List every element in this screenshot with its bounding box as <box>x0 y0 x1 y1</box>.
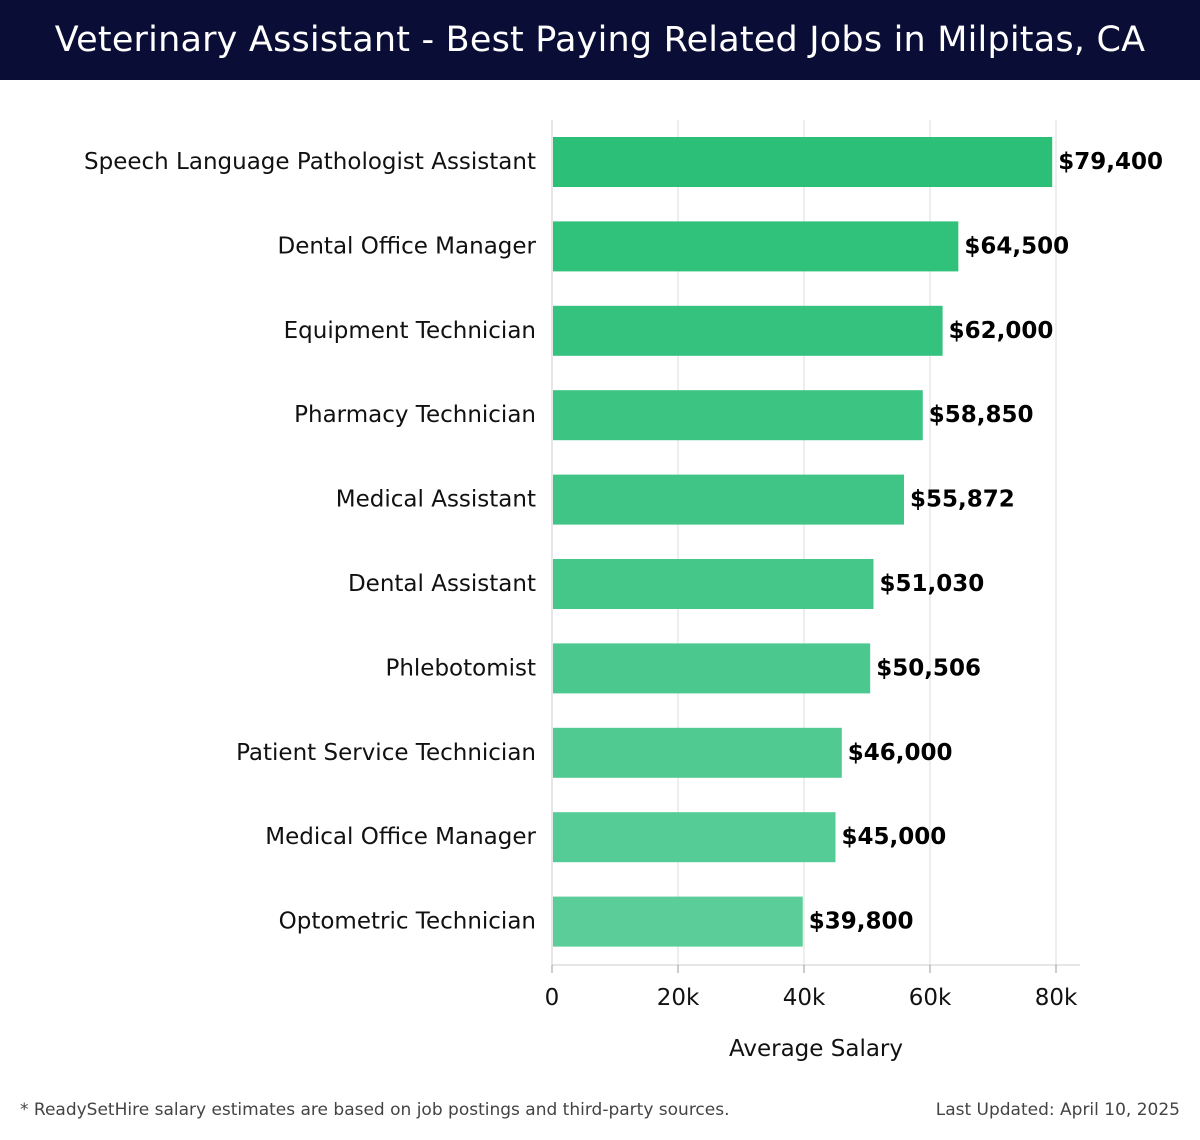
x-tick-label: 20k <box>657 985 700 1011</box>
value-label: $45,000 <box>842 824 947 850</box>
bar-chart: Speech Language Pathologist Assistant $79… <box>84 120 1163 1062</box>
category-label: Medical Assistant <box>336 487 536 513</box>
x-tick-label: 0 <box>545 985 560 1011</box>
bar <box>553 812 836 863</box>
category-label: Pharmacy Technician <box>294 402 536 428</box>
value-label: $62,000 <box>949 318 1054 344</box>
bar <box>553 643 871 694</box>
category-label: Dental Office Manager <box>277 233 536 259</box>
x-tick-label: 80k <box>1035 985 1078 1011</box>
bar <box>553 559 874 609</box>
bar <box>553 137 1053 187</box>
value-label: $79,400 <box>1058 149 1163 175</box>
bar <box>553 221 959 272</box>
x-tick-label: 40k <box>783 985 826 1011</box>
category-label: Optometric Technician <box>279 909 536 935</box>
x-axis-title: Average Salary <box>729 1036 903 1062</box>
value-label: $46,000 <box>848 740 953 766</box>
value-label: $58,850 <box>929 402 1034 428</box>
category-label: Medical Office Manager <box>265 824 536 850</box>
bar <box>553 474 904 525</box>
bar <box>553 305 943 356</box>
last-updated: Last Updated: April 10, 2025 <box>935 1100 1180 1120</box>
category-label: Speech Language Pathologist Assistant <box>84 149 536 175</box>
category-label: Equipment Technician <box>284 318 536 344</box>
value-label: $50,506 <box>876 655 981 681</box>
category-label: Dental Assistant <box>348 571 536 597</box>
value-label: $55,872 <box>910 487 1015 513</box>
bar <box>553 896 803 947</box>
value-label: $51,030 <box>879 571 984 597</box>
chart-header: Veterinary Assistant - Best Paying Relat… <box>0 0 1200 80</box>
footer-note: * ReadySetHire salary estimates are base… <box>20 1100 730 1120</box>
value-label: $64,500 <box>964 233 1069 259</box>
bar <box>553 727 842 778</box>
category-label: Phlebotomist <box>385 655 536 681</box>
category-label: Patient Service Technician <box>236 740 536 766</box>
value-label: $39,800 <box>809 909 914 935</box>
x-tick-label: 60k <box>909 985 952 1011</box>
chart-title: Veterinary Assistant - Best Paying Relat… <box>54 20 1146 60</box>
bar <box>553 390 923 441</box>
